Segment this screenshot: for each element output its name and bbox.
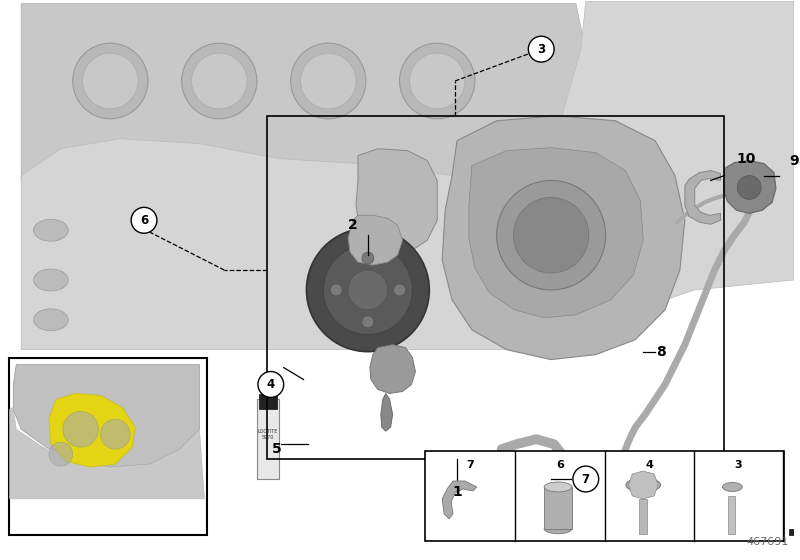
Circle shape [182,43,257,119]
Text: LOCTITE
5970: LOCTITE 5970 [258,429,278,440]
Ellipse shape [34,220,68,241]
Circle shape [330,284,342,296]
Text: 5: 5 [272,442,282,456]
Circle shape [528,36,554,62]
Circle shape [497,180,606,290]
Text: 2: 2 [348,218,358,232]
Bar [426,451,784,541]
Polygon shape [14,365,199,467]
Circle shape [73,43,148,119]
Bar [544,487,572,529]
Circle shape [258,371,284,398]
Polygon shape [442,116,685,360]
Circle shape [362,316,374,328]
Circle shape [131,207,157,233]
Circle shape [362,252,374,264]
Text: 8: 8 [656,344,666,358]
Polygon shape [370,344,415,394]
Circle shape [348,270,388,310]
Circle shape [301,53,356,109]
Text: 3: 3 [537,43,546,55]
Circle shape [399,43,475,119]
Circle shape [82,53,138,109]
Ellipse shape [34,269,68,291]
Polygon shape [348,216,402,265]
Polygon shape [469,148,643,318]
Text: 3: 3 [734,460,742,470]
Ellipse shape [626,478,661,492]
Polygon shape [685,171,721,224]
Circle shape [63,412,98,447]
Polygon shape [381,394,393,431]
Text: 10: 10 [737,152,756,166]
Polygon shape [723,161,776,213]
Text: 7: 7 [466,460,474,470]
Circle shape [394,284,406,296]
Polygon shape [356,148,438,252]
Polygon shape [21,1,794,349]
Ellipse shape [544,482,572,492]
Polygon shape [442,481,477,519]
Text: 7: 7 [582,473,590,486]
Circle shape [49,442,73,466]
Polygon shape [628,471,658,499]
Circle shape [323,245,413,335]
Ellipse shape [722,483,742,492]
Bar [257,399,278,479]
Ellipse shape [544,524,572,534]
Circle shape [514,198,589,273]
Circle shape [738,175,761,199]
Text: 9: 9 [789,153,798,167]
Polygon shape [49,394,135,467]
Text: 1: 1 [452,485,462,499]
Bar [259,394,277,409]
Bar [639,499,647,534]
Text: 4: 4 [646,460,653,470]
Circle shape [306,228,430,352]
Circle shape [191,53,247,109]
Polygon shape [21,3,586,180]
Bar [267,116,725,459]
Text: 6: 6 [140,214,148,227]
Bar [10,358,207,535]
Polygon shape [10,407,205,499]
Text: 467691: 467691 [746,536,789,547]
Circle shape [101,419,130,449]
Ellipse shape [34,309,68,331]
Bar [729,496,735,534]
Circle shape [290,43,366,119]
Circle shape [410,53,465,109]
Text: 4: 4 [266,378,275,391]
Polygon shape [789,499,800,535]
Text: 6: 6 [556,460,564,470]
Circle shape [573,466,598,492]
